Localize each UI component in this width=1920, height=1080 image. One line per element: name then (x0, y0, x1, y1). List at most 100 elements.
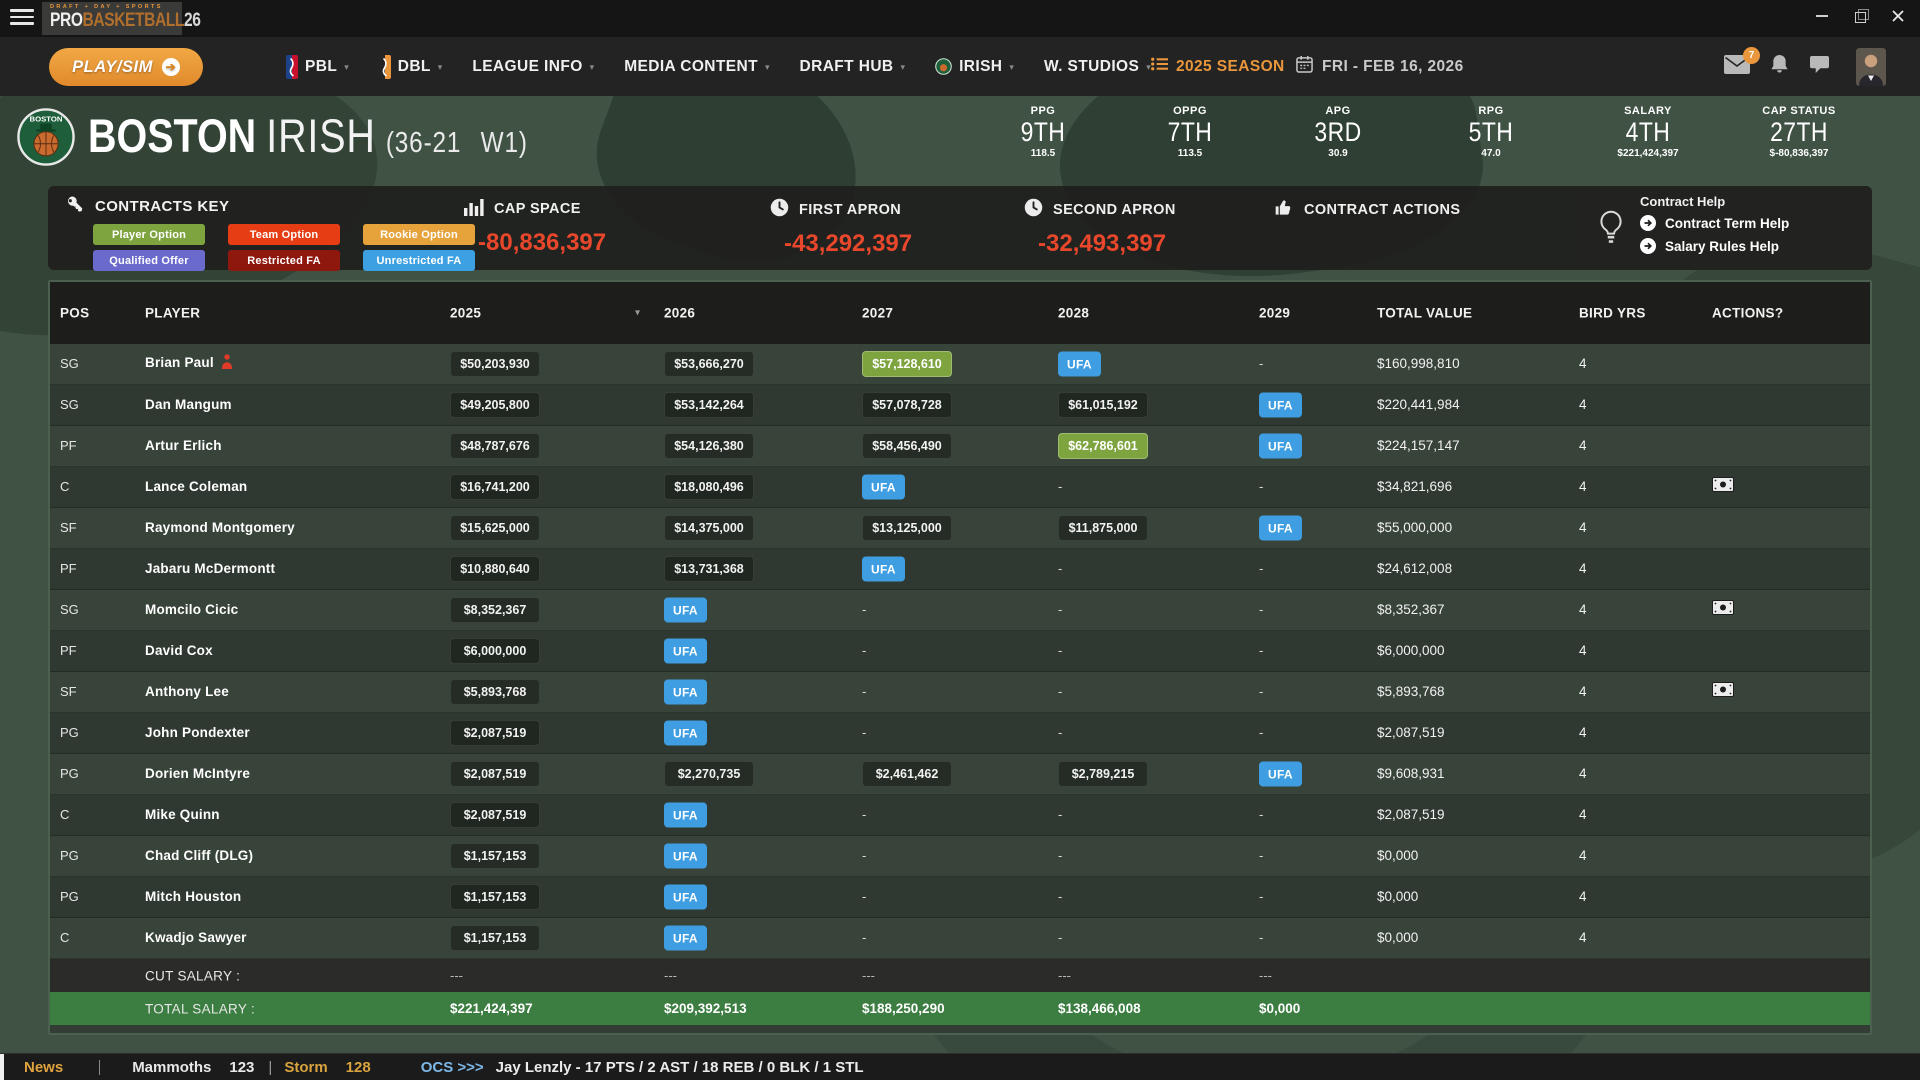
salary-chip: $2,270,735 (664, 761, 754, 787)
column-header-player[interactable]: PLAYER (145, 305, 201, 321)
contract-year-cell: - (862, 806, 866, 824)
table-row[interactable]: C Kwadjo Sawyer $1,157,153 UFA - - - $0,000 4 (50, 918, 1870, 959)
player-name: Dorien McIntyre (145, 766, 251, 781)
cut-salary-value: --- (1259, 967, 1272, 983)
help-link-contract-term-help[interactable]: Contract Term Help (1640, 215, 1789, 231)
nav-item-label: PBL (305, 57, 338, 75)
cash-icon[interactable] (1712, 600, 1734, 619)
player-name: Chad Cliff (DLG) (145, 848, 254, 863)
lightbulb-icon (1598, 208, 1624, 253)
play-sim-button[interactable]: PLAY/SIM ➔ (49, 48, 203, 86)
nav-item-draft-hub[interactable]: DRAFT HUB ▾ (800, 58, 906, 76)
column-header-2029[interactable]: 2029 (1259, 305, 1291, 321)
table-row[interactable]: PG Chad Cliff (DLG) $1,157,153 UFA - - - $0,000… (50, 836, 1870, 877)
nav-item-irish[interactable]: IRISH ▾ (935, 58, 1014, 76)
stat-label: APG (1325, 105, 1351, 117)
table-row[interactable]: C Lance Coleman $16,741,200 $18,080,496 UFA -… (50, 467, 1870, 508)
restore-button[interactable] (1852, 8, 1869, 24)
table-row[interactable]: SF Raymond Montgomery $15,625,000 $14,375,0… (50, 508, 1870, 549)
salary-chip: $2,087,519 (450, 720, 540, 746)
chevron-down-icon: ▾ (764, 62, 770, 72)
nav-item-label: DRAFT HUB (799, 57, 894, 75)
column-header-2027[interactable]: 2027 (862, 305, 894, 321)
team-stat-apg: APG 3RD 30.9 (1283, 105, 1393, 159)
nav-item-label: W. STUDIOS (1043, 57, 1140, 75)
player-cell: John Pondexter (145, 724, 250, 742)
chevron-down-icon: ▾ (437, 62, 443, 72)
contract-year-cell: UFA (1259, 392, 1302, 418)
player-position: PF (60, 643, 77, 658)
minimize-button[interactable] (1814, 8, 1830, 24)
table-row[interactable]: C Mike Quinn $2,087,519 UFA - - - $2,087,519 4 (50, 795, 1870, 836)
ufa-badge: UFA (862, 556, 905, 582)
user-avatar[interactable] (1856, 47, 1886, 86)
table-row[interactable]: SG Dan Mangum $49,205,800 $53,142,264 $57,07… (50, 385, 1870, 426)
table-row[interactable]: SG Brian Paul $50,203,930 $53,666,270 $57,12… (50, 344, 1870, 385)
ticker-ocs-link[interactable]: OCS >>> (420, 1058, 484, 1076)
cash-icon[interactable] (1712, 477, 1734, 496)
nav-item-league-info[interactable]: LEAGUE INFO ▾ (472, 58, 594, 76)
table-row[interactable]: PF David Cox $6,000,000 UFA - - - $6,000,000 4 (50, 631, 1870, 672)
no-contract-dash: - (1058, 643, 1063, 658)
messages-icon[interactable]: 7 (1724, 46, 1760, 79)
chevron-down-icon: ▾ (589, 62, 595, 72)
ufa-badge: UFA (664, 597, 707, 623)
column-header-actions[interactable]: ACTIONS? (1712, 305, 1784, 321)
clock-icon (770, 198, 789, 221)
column-header-total-value[interactable]: TOTAL VALUE (1377, 305, 1473, 321)
salary-chip: $13,125,000 (862, 515, 952, 541)
nav-item-w-studios[interactable]: W. STUDIOS ▾ (1044, 58, 1151, 76)
salary-chip: $16,741,200 (450, 474, 540, 500)
player-cell: David Cox (145, 642, 213, 660)
help-link-salary-rules-help[interactable]: Salary Rules Help (1640, 238, 1789, 254)
arrow-circle-icon (1640, 238, 1656, 254)
nav-item-pbl[interactable]: PBL ▾ (286, 54, 349, 79)
stat-label: CAP STATUS (1762, 105, 1836, 117)
contract-year-cell: $1,157,153 (450, 884, 540, 910)
stat-rank: 3RD (1314, 117, 1362, 147)
table-row[interactable]: SF Anthony Lee $5,893,768 UFA - - - $5,893,768 4 (50, 672, 1870, 713)
contract-year-cell: - (862, 683, 866, 701)
nav-item-dbl[interactable]: DBL ▾ (378, 54, 443, 79)
salary-chip: $53,142,264 (664, 392, 754, 418)
ticker-news-label[interactable]: News (24, 1058, 64, 1076)
table-row[interactable]: PG John Pondexter $2,087,519 UFA - - - $2,087,5… (50, 713, 1870, 754)
salary-chip: $50,203,930 (450, 351, 540, 377)
no-contract-dash: - (1259, 561, 1264, 576)
stat-value: 47.0 (1481, 148, 1501, 159)
player-cell: Artur Erlich (145, 437, 222, 455)
player-name: Jabaru McDermontt (145, 561, 276, 576)
salary-chip: $14,375,000 (664, 515, 754, 541)
key-badge-restricted-fa: Restricted FA (228, 250, 340, 271)
cash-icon[interactable] (1712, 682, 1734, 701)
cap-space-label: CAP SPACE (494, 201, 581, 217)
column-header-pos[interactable]: POS (60, 305, 90, 321)
chat-icon[interactable] (1809, 55, 1830, 79)
stat-value: 118.5 (1030, 148, 1056, 159)
player-position: C (60, 930, 70, 945)
table-row[interactable]: PF Jabaru McDermontt $10,880,640 $13,731,36… (50, 549, 1870, 590)
player-cell: Mitch Houston (145, 888, 241, 906)
logo-tagline: DRAFT + DAY + SPORTS (50, 4, 163, 10)
table-row[interactable]: SG Momcilo Cicic $8,352,367 UFA - - - $8,352,36… (50, 590, 1870, 631)
table-row[interactable]: PG Mitch Houston $1,157,153 UFA - - - $0,000 4 (50, 877, 1870, 918)
nav-item-media-content[interactable]: MEDIA CONTENT ▾ (624, 58, 769, 76)
page-background: BOSTON BOSTON IRISH (36-21 W1) PPG 9TH 118… (0, 96, 1920, 1053)
notifications-bell-icon[interactable] (1770, 54, 1789, 80)
contract-year-cell: - (862, 724, 866, 742)
table-row[interactable]: PF Artur Erlich $48,787,676 $54,126,380 $58,… (50, 426, 1870, 467)
bar-chart-icon (464, 198, 484, 220)
column-header-2028[interactable]: 2028 (1058, 305, 1090, 321)
table-row[interactable]: PG Dorien McIntyre $2,087,519 $2,270,735 $2,… (50, 754, 1870, 795)
column-header-2025[interactable]: 2025 (450, 305, 482, 321)
sort-descending-icon[interactable]: ▾ (635, 307, 641, 319)
column-header-bird-yrs[interactable]: BIRD YRS (1579, 305, 1646, 321)
close-button[interactable] (1890, 8, 1906, 24)
column-header-2026[interactable]: 2026 (664, 305, 696, 321)
salary-chip: $49,205,800 (450, 392, 540, 418)
contract-total-value: $220,441,984 (1377, 397, 1460, 412)
hamburger-menu-icon[interactable] (10, 9, 34, 28)
season-selector[interactable]: 2025 SEASON (1151, 37, 1285, 96)
thumbs-up-icon (1274, 198, 1294, 222)
contract-year-cell: $2,461,462 (862, 761, 952, 787)
